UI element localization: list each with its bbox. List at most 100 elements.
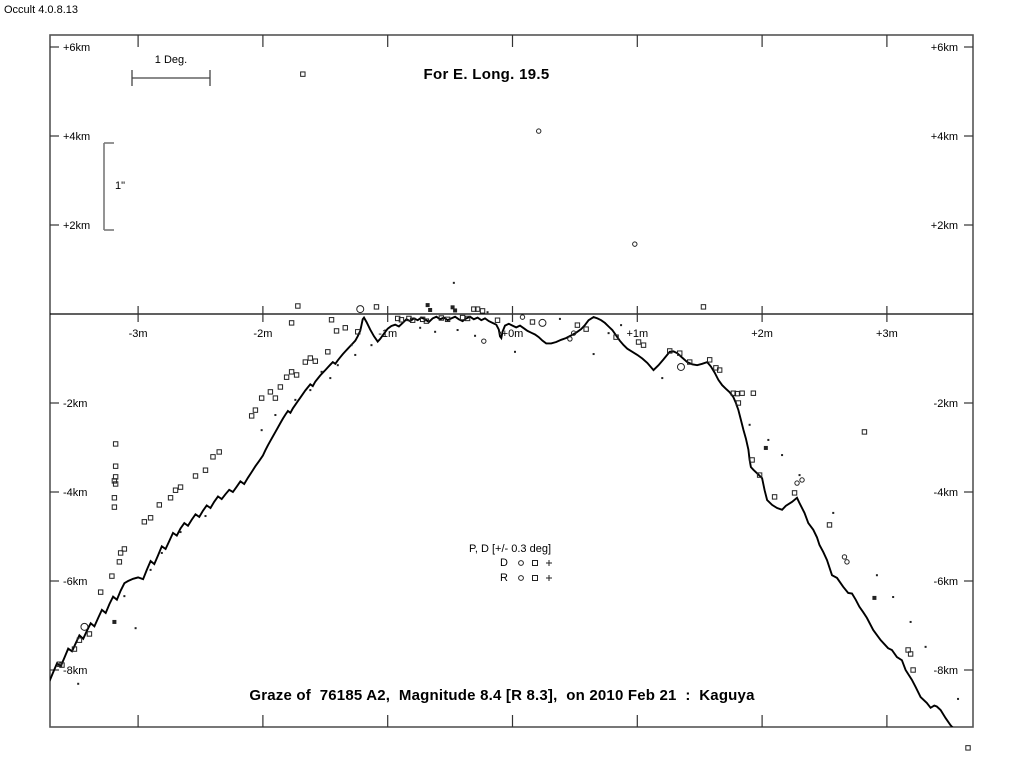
square-marker <box>56 661 63 667</box>
dot-marker <box>513 350 516 353</box>
square-marker <box>739 390 745 396</box>
legend-row-label: D <box>500 556 508 569</box>
square-marker <box>574 322 581 328</box>
square-marker <box>910 667 916 673</box>
square-marker <box>177 484 184 490</box>
dot-marker <box>456 329 459 332</box>
x-tick-label: +3m <box>876 328 898 340</box>
circle-marker <box>519 314 526 320</box>
dot-marker <box>875 574 878 577</box>
square-marker <box>76 637 83 643</box>
filled-square-marker <box>450 305 455 310</box>
x-tick-label: +0m <box>502 328 524 340</box>
dot-marker <box>160 551 163 554</box>
dot-marker <box>781 454 784 457</box>
square-marker <box>288 320 295 326</box>
x-tick-label: +2m <box>751 328 773 340</box>
square-marker <box>112 463 119 469</box>
square-marker <box>312 358 319 364</box>
filled-square-marker <box>453 308 458 313</box>
square-marker <box>109 573 115 579</box>
circle-marker <box>632 241 638 247</box>
dot-marker <box>419 326 422 329</box>
circle-marker <box>570 330 577 336</box>
square-marker <box>300 71 306 77</box>
square-marker <box>423 318 430 324</box>
y-tick-label-left: -4km <box>63 487 87 499</box>
square-marker <box>248 413 255 419</box>
square-marker <box>716 367 723 373</box>
square-marker <box>147 515 154 521</box>
dot-marker <box>309 389 312 392</box>
square-marker <box>288 369 295 375</box>
dot-marker <box>798 474 801 477</box>
square-marker <box>730 390 737 396</box>
dot-marker <box>260 429 263 432</box>
dot-marker <box>123 595 126 598</box>
square-marker <box>272 395 279 401</box>
square-marker <box>97 589 104 595</box>
dot-marker <box>661 377 664 380</box>
square-marker <box>667 348 673 354</box>
square-marker <box>907 651 914 657</box>
dot-marker <box>452 281 455 284</box>
x-tick-label: -2m <box>253 328 272 340</box>
dot-marker <box>294 398 297 401</box>
dot-marker <box>134 627 137 630</box>
dot-marker <box>329 377 332 380</box>
y-tick-label-right: +6km <box>931 42 958 54</box>
square-marker <box>116 559 123 565</box>
dot-marker <box>336 364 339 367</box>
square-marker <box>333 328 340 334</box>
large-circle-marker <box>676 362 685 371</box>
dot-marker <box>370 344 373 347</box>
dot-marker <box>767 438 770 441</box>
y-tick-label-right: -2km <box>934 398 958 410</box>
square-marker <box>494 317 501 323</box>
plus-marker-icon <box>546 574 552 581</box>
dot-marker <box>892 596 895 599</box>
legend-row-reappearance: R <box>468 570 620 585</box>
square-marker <box>687 359 693 365</box>
square-marker <box>111 495 118 501</box>
x-tick-label: -1m <box>378 328 397 340</box>
square-marker <box>283 374 290 380</box>
square-marker <box>735 400 742 406</box>
square-marker <box>141 519 148 525</box>
square-marker <box>529 319 536 325</box>
dot-marker <box>274 414 277 417</box>
tick-marks <box>50 35 973 727</box>
square-marker <box>459 314 466 321</box>
large-circle-marker <box>356 305 365 314</box>
circle-marker <box>536 128 542 134</box>
square-marker-icon <box>532 574 538 581</box>
square-marker <box>295 303 301 309</box>
square-marker <box>252 407 259 413</box>
square-marker <box>342 325 348 331</box>
square-marker <box>861 429 868 435</box>
legend-row-disappearance: D <box>468 555 620 570</box>
square-marker <box>172 487 179 493</box>
plot-frame <box>49 34 974 728</box>
square-marker <box>216 449 222 455</box>
y-tick-label-left: -2km <box>63 398 87 410</box>
dot-marker <box>474 334 477 337</box>
legend-markers-d <box>516 558 554 568</box>
square-marker <box>328 317 335 323</box>
circle-marker <box>844 559 850 565</box>
dot-marker <box>924 645 927 648</box>
y-tick-label-right: -8km <box>934 665 958 677</box>
degree-scale-bar <box>131 70 211 86</box>
x-tick-label: -3m <box>129 328 148 340</box>
legend-markers-r <box>516 573 554 583</box>
y-tick-label-right: -6km <box>934 576 958 588</box>
circle-marker-icon <box>518 559 524 566</box>
square-marker <box>750 390 757 396</box>
square-marker <box>479 308 486 314</box>
square-marker <box>756 472 763 478</box>
square-marker <box>706 357 713 363</box>
y-tick-label-right: -4km <box>934 487 958 499</box>
square-marker <box>394 315 401 322</box>
lunar-limb-profile-path <box>50 315 954 727</box>
